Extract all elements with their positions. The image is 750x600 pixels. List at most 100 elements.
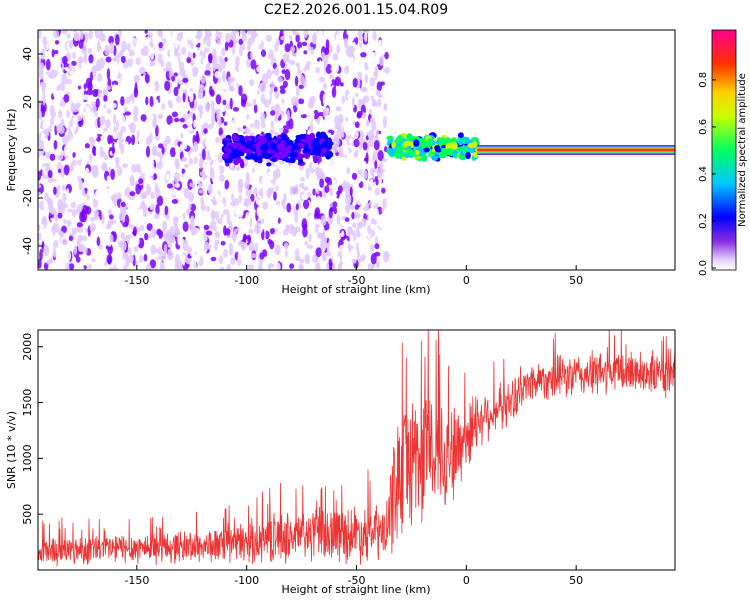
heatmap-cell [329,169,334,174]
heatmap-cell [374,243,380,250]
heatmap-cell [116,192,122,200]
heatmap-cell [100,82,106,88]
heatmap-cell [113,113,117,126]
heatmap-cell [388,148,394,155]
heatmap-cell [58,51,62,58]
heatmap-cell [336,190,341,196]
heatmap-cell [204,70,211,76]
heatmap-cell [455,146,463,153]
heatmap-cell [369,51,377,62]
heatmap-cell [267,238,273,245]
heatmap-cell [200,41,204,53]
heatmap-cell [249,79,255,87]
heatmap-cell [309,132,316,140]
snr-line-series [38,330,675,567]
heatmap-cell [64,117,70,129]
heatmap-cell [294,248,300,258]
heatmap-cell [276,143,284,151]
heatmap-cell [321,251,327,262]
heatmap-cell [275,185,279,192]
heatmap-cell [104,155,109,161]
heatmap-cell [405,153,410,159]
heatmap-cell [226,148,232,155]
heatmap-cell [45,86,51,93]
heatmap-cell [260,122,266,129]
heatmap-cell [302,199,310,210]
heatmap-cell [176,32,183,42]
heatmap-cell [231,45,236,56]
heatmap-cell [224,228,231,236]
heatmap-cell [369,243,375,253]
heatmap-cell [38,224,41,232]
heatmap-cell [175,95,182,104]
heatmap-cell [280,212,286,224]
heatmap-cell [77,235,84,242]
heatmap-cell [89,71,94,83]
heatmap-cell [128,49,135,57]
heatmap-cell [103,94,108,102]
heatmap-cell [210,256,217,262]
heatmap-cell [257,82,264,90]
heatmap-cell [374,68,378,81]
heatmap-cell [151,90,157,96]
heatmap-cell [288,59,296,66]
heatmap-cell [99,30,104,36]
heatmap-cell [97,110,102,116]
heatmap-cell [325,63,332,74]
heatmap-cell [298,183,303,188]
heatmap-cell [370,253,377,265]
heatmap-cell [231,192,235,202]
heatmap-cell [372,168,376,181]
heatmap-cell [44,192,49,202]
heatmap-cell [238,217,245,230]
heatmap-cell [288,118,294,130]
heatmap-cell [377,121,384,128]
heatmap-cell [145,119,149,124]
heatmap-cell [85,206,92,215]
heatmap-cell [353,138,360,148]
heatmap-cell [70,125,76,132]
heatmap-cell [264,45,269,52]
heatmap-cell [161,156,167,165]
heatmap-cell [276,82,280,88]
heatmap-cell [261,176,265,188]
heatmap-cell [162,220,167,233]
heatmap-cell [62,200,66,209]
heatmap-cell [271,69,276,75]
heatmap-cell [203,210,208,223]
heatmap-cell [364,31,368,43]
heatmap-cell [233,228,238,234]
heatmap-cell [68,39,74,49]
heatmap-cell [214,63,221,70]
heatmap-cell [300,113,307,119]
heatmap-cell [204,101,210,113]
heatmap-cell [229,97,233,110]
heatmap-cell [345,126,352,136]
heatmap-cell [304,147,311,153]
heatmap-cell [250,123,254,129]
heatmap-cell [327,56,335,62]
heatmap-cell [120,138,124,143]
heatmap-cell [380,81,385,86]
heatmap-cell [142,217,148,224]
spectrogram-y-tick-label: -40 [21,237,34,255]
heatmap-cell [247,37,251,49]
heatmap-cell [354,249,358,261]
heatmap-cell [313,156,319,164]
heatmap-cell [351,211,355,220]
heatmap-cell [266,86,271,93]
heatmap-cell [353,151,359,158]
heatmap-cell [153,213,160,220]
heatmap-cell [125,96,130,105]
heatmap-cell [70,60,77,66]
heatmap-cell [153,98,159,108]
heatmap-cell [70,138,74,149]
heatmap-cell [165,102,169,114]
heatmap-cell [384,252,391,258]
heatmap-cell [348,138,354,144]
heatmap-cell [72,117,78,128]
heatmap-cell [336,88,344,100]
heatmap-cell [89,216,95,222]
heatmap-cell [39,249,43,261]
heatmap-cell [171,190,177,196]
